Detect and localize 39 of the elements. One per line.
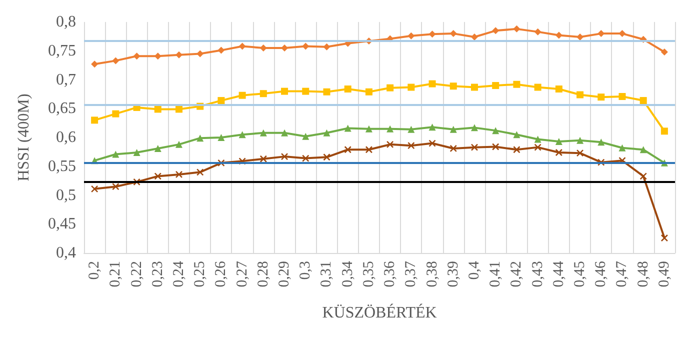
x-tick-label: 0,35 bbox=[360, 261, 377, 288]
x-tick-label: 0,26 bbox=[213, 260, 230, 288]
x-tick-label: 0,4 bbox=[466, 260, 482, 280]
y-axis-title: HSSI (400M) bbox=[16, 94, 32, 182]
x-tick-label: 0,29 bbox=[276, 261, 293, 288]
x-tick-label: 0,3 bbox=[298, 261, 314, 280]
x-tick-label: 0,36 bbox=[382, 260, 398, 288]
x-tick-label: 0,23 bbox=[150, 261, 166, 288]
x-tick-label: 0,31 bbox=[318, 261, 335, 288]
x-tick-label: 0,38 bbox=[424, 261, 440, 288]
x-tick-label: 0,27 bbox=[234, 260, 250, 288]
y-tick-label: 0,8 bbox=[56, 14, 76, 30]
y-tick-label: 0,45 bbox=[48, 216, 76, 233]
x-tick-label: 0,24 bbox=[170, 260, 187, 288]
x-tick-label: 0,37 bbox=[403, 260, 420, 288]
x-tick-label: 0,34 bbox=[340, 260, 356, 288]
x-tick-label: 0,48 bbox=[635, 261, 652, 288]
x-tick-label: 0,39 bbox=[445, 261, 462, 288]
x-tick-label: 0,22 bbox=[128, 261, 145, 288]
x-tick-label: 0,44 bbox=[550, 260, 567, 288]
y-tick-label: 0,4 bbox=[56, 244, 76, 262]
y-tick-label: 0,5 bbox=[56, 186, 76, 204]
x-tick-label: 0,45 bbox=[572, 261, 588, 288]
x-tick-label: 0,43 bbox=[530, 261, 546, 288]
y-tick-label: 0,75 bbox=[48, 42, 76, 60]
x-tick-label: 0,2 bbox=[86, 261, 103, 280]
y-tick-label: 0,6 bbox=[56, 129, 76, 146]
x-tick-label: 0,41 bbox=[488, 261, 504, 288]
y-tick-label: 0,65 bbox=[48, 100, 76, 118]
x-tick-label: 0,42 bbox=[508, 261, 525, 288]
x-tick-label: 0,49 bbox=[656, 261, 672, 288]
x-axis-title: KÜSZÖBÉRTÉK bbox=[322, 304, 438, 322]
y-tick-label: 0,55 bbox=[48, 158, 76, 175]
x-tick-label: 0,47 bbox=[614, 260, 630, 288]
x-tick-label: 0,21 bbox=[108, 261, 124, 288]
x-tick-label: 0,25 bbox=[192, 261, 208, 288]
x-tick-label: 0,28 bbox=[255, 261, 272, 288]
y-tick-label: 0,7 bbox=[56, 71, 76, 88]
x-tick-label: 0,46 bbox=[593, 260, 610, 288]
